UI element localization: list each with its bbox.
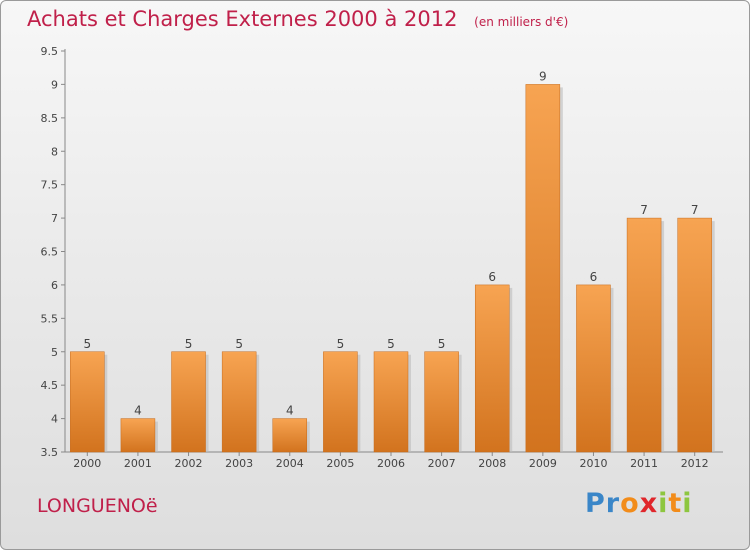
y-tick-label: 4: [51, 413, 58, 426]
x-tick-label: 2008: [478, 457, 506, 470]
x-tick-label: 2011: [630, 457, 658, 470]
logo-letter: x: [639, 488, 659, 519]
bar: [221, 351, 257, 453]
bar-value-label: 4: [134, 404, 142, 418]
x-tick-label: 2012: [681, 457, 709, 470]
x-tick-label: 2003: [225, 457, 253, 470]
bar-value-label: 7: [691, 203, 699, 217]
x-tick-label: 2006: [377, 457, 405, 470]
y-tick-label: 4.5: [41, 379, 59, 392]
x-tick-label: 2001: [124, 457, 152, 470]
bar-value-label: 9: [539, 69, 547, 83]
bar: [677, 217, 712, 453]
bar: [323, 351, 358, 453]
bar: [525, 84, 561, 453]
x-tick-label: 2009: [529, 457, 557, 470]
bar-value-label: 5: [235, 337, 243, 351]
y-tick-label: 5: [51, 346, 58, 359]
y-tick-label: 5.5: [41, 312, 59, 325]
y-tick-label: 6: [51, 279, 58, 292]
y-tick-label: 8.5: [41, 112, 59, 125]
bar: [171, 351, 206, 453]
labels: 5 2000 4 2001 5 2002 5 2003 4 2004 5 2005 5 2006 5 2007…: [73, 69, 708, 470]
proxiti-logo[interactable]: Proxiti: [585, 488, 693, 519]
bar-value-label: 6: [590, 270, 598, 284]
x-tick-label: 2007: [428, 457, 456, 470]
chart-title-text: Achats et Charges Externes 2000 à 2012: [27, 7, 458, 31]
bar-value-label: 5: [337, 337, 345, 351]
bar: [474, 284, 510, 453]
y-tick-label: 6.5: [41, 246, 59, 259]
logo-letter: i: [658, 488, 669, 519]
x-tick-label: 2005: [326, 457, 354, 470]
y-tick-label: 3.5: [41, 446, 59, 459]
bar: [373, 351, 409, 453]
x-tick-label: 2010: [579, 457, 607, 470]
logo-letter: o: [620, 488, 640, 519]
logo-letter: P: [585, 488, 606, 519]
bar: [272, 418, 308, 453]
bar: [424, 351, 459, 453]
y-tick-label: 7.5: [41, 179, 59, 192]
bar-value-label: 7: [640, 203, 648, 217]
bar-value-label: 6: [488, 270, 496, 284]
bar: [120, 418, 156, 453]
bar-value-label: 5: [83, 337, 91, 351]
bar: [70, 351, 105, 453]
y-tick-label: 9: [51, 78, 58, 91]
bar-value-label: 4: [286, 404, 294, 418]
bar: [576, 284, 611, 453]
logo-letter: i: [682, 488, 693, 519]
x-tick-label: 2000: [73, 457, 101, 470]
bar-value-label: 5: [185, 337, 193, 351]
chart-subtitle: (en milliers d'€): [474, 15, 569, 29]
chart-title: Achats et Charges Externes 2000 à 2012 (…: [27, 7, 568, 31]
logo-letter: r: [605, 488, 621, 519]
bar-value-label: 5: [438, 337, 446, 351]
bar-value-label: 5: [387, 337, 395, 351]
y-tick-label: 7: [51, 212, 58, 225]
x-tick-label: 2004: [276, 457, 304, 470]
y-tick-label: 8: [51, 145, 58, 158]
logo-letter: t: [668, 488, 683, 519]
commune-name: LONGUENOë: [37, 495, 158, 517]
bar: [626, 217, 662, 453]
x-tick-label: 2002: [175, 457, 203, 470]
bars: [70, 84, 715, 453]
y-tick-label: 9.5: [41, 45, 59, 58]
